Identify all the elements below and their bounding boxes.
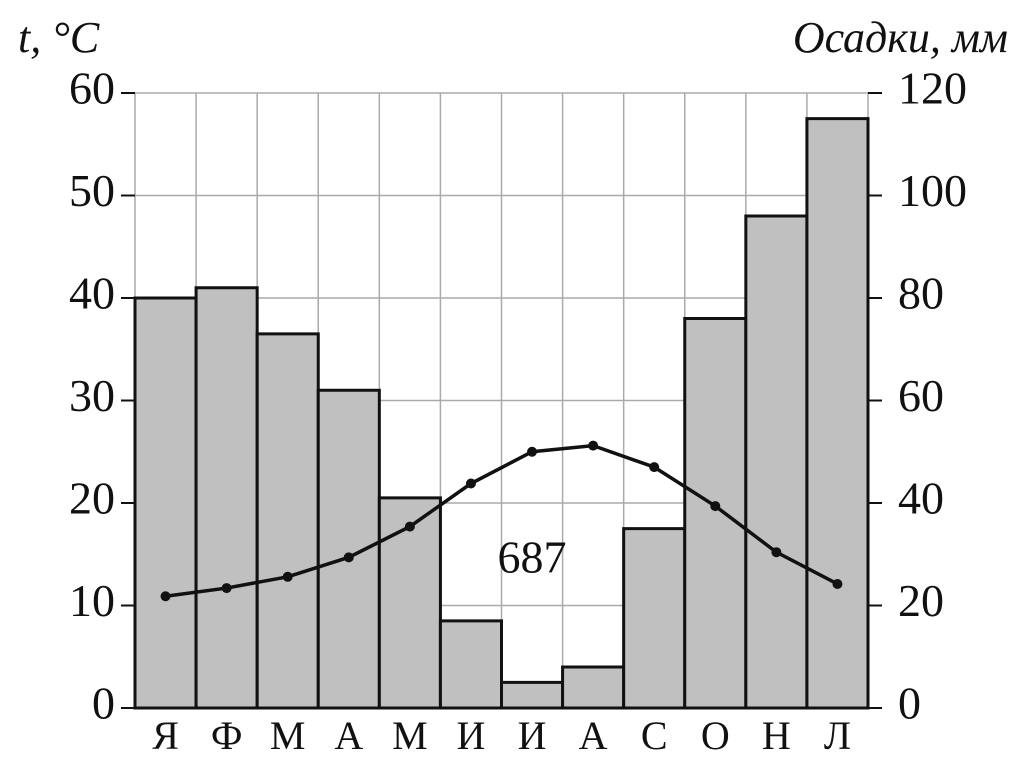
y2-tick-label: 80: [898, 268, 944, 319]
bar: [316, 388, 381, 710]
line: [165, 443, 839, 599]
x-tick-label: Ф: [211, 713, 243, 758]
y2-tick-label: 20: [898, 575, 944, 626]
annotation: 687: [498, 532, 567, 583]
y-tick-label: 40: [69, 268, 115, 319]
line-point: [160, 591, 171, 602]
x-tick-label: И: [518, 713, 547, 758]
bar: [622, 527, 687, 710]
bar: [683, 317, 748, 710]
bar: [377, 496, 442, 710]
x-tick-label: Л: [824, 713, 851, 758]
y2-tick-label: 60: [898, 370, 944, 421]
bar: [805, 117, 870, 710]
y2-tick-label: 100: [898, 165, 967, 216]
line-point: [832, 578, 843, 589]
line-point: [282, 571, 293, 582]
line-point: [465, 478, 476, 489]
line-point: [771, 547, 782, 558]
x-tick-label: А: [334, 713, 363, 758]
y2-axis-title: Осадки, мм: [793, 13, 1008, 62]
y-tick-label: 50: [69, 165, 115, 216]
y-axis-title: t, °C: [18, 13, 100, 62]
line-point: [649, 462, 660, 473]
y2-tick-label: 0: [898, 678, 921, 729]
x-tick-label: И: [457, 713, 486, 758]
x-tick-label: М: [270, 713, 306, 758]
x-tick-label: С: [641, 713, 668, 758]
y-tick-label: 60: [69, 63, 115, 114]
y2-tick-label: 120: [898, 63, 967, 114]
bar: [561, 665, 626, 710]
bar: [500, 680, 565, 710]
bar: [133, 296, 198, 710]
x-tick-label: А: [579, 713, 608, 758]
x-tick-label: Я: [152, 713, 179, 758]
line-point: [404, 521, 415, 532]
y-tick-label: 0: [92, 678, 115, 729]
y-tick-label: 20: [69, 473, 115, 524]
line-point: [588, 440, 599, 451]
x-tick-label: Н: [762, 713, 791, 758]
line-point: [221, 583, 232, 594]
line-point: [710, 501, 721, 512]
line-point: [527, 446, 538, 457]
bar: [438, 619, 503, 710]
bar: [255, 332, 320, 710]
y-tick-label: 10: [69, 575, 115, 626]
x-tick-label: М: [392, 713, 428, 758]
bar: [744, 214, 809, 710]
y-tick-label: 30: [69, 370, 115, 421]
line-point: [343, 552, 354, 563]
x-tick-label: О: [701, 713, 730, 758]
y2-tick-label: 40: [898, 473, 944, 524]
bar: [194, 286, 259, 710]
